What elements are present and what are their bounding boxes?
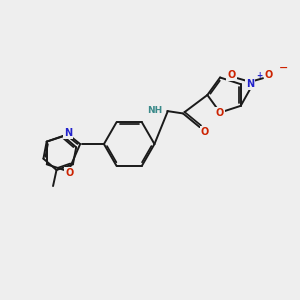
Text: O: O [227,70,236,80]
Text: NH: NH [147,106,163,115]
Text: O: O [65,167,74,178]
Text: O: O [201,128,209,137]
Text: N: N [246,79,254,88]
Text: N: N [64,128,72,138]
Text: −: − [279,62,288,73]
Text: +: + [256,71,262,80]
Text: O: O [265,70,273,80]
Text: O: O [215,108,223,118]
